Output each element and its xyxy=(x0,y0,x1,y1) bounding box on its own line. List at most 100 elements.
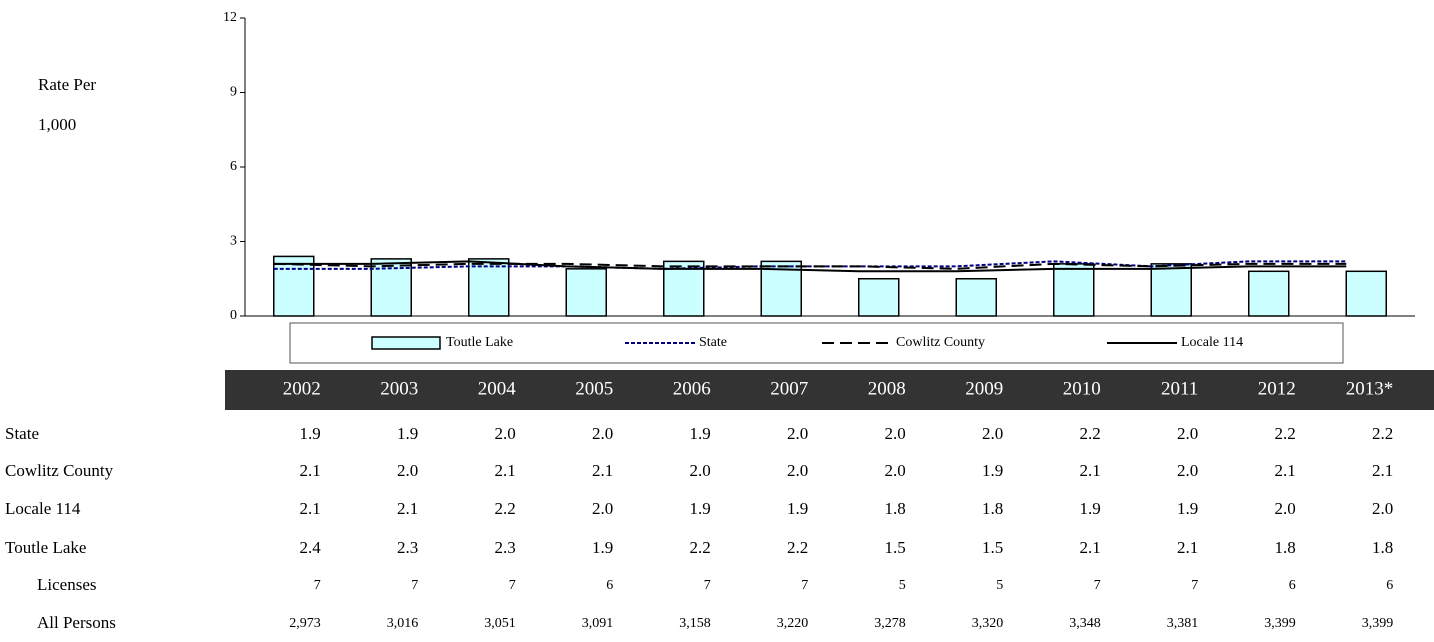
table-header-label: 2010 xyxy=(1063,378,1101,399)
cell: 2.0 xyxy=(1275,499,1296,518)
cell: 2.0 xyxy=(495,424,516,443)
cell: 5 xyxy=(996,578,1003,593)
y-tick-label: 6 xyxy=(230,159,237,174)
y-tick-label: 0 xyxy=(230,308,237,323)
cell: 2.0 xyxy=(1177,461,1198,480)
table-header-label: 2011 xyxy=(1161,378,1198,399)
cell: 2.1 xyxy=(495,461,516,480)
cell: 5 xyxy=(899,578,906,593)
cell: 2.1 xyxy=(1275,461,1296,480)
cell: 6 xyxy=(1386,578,1393,593)
cell: 2.3 xyxy=(495,538,516,557)
cell: 3,320 xyxy=(972,616,1004,631)
cell: 1.9 xyxy=(592,538,613,557)
y-tick-label: 3 xyxy=(230,234,237,249)
cell: 1.5 xyxy=(885,538,906,557)
cell: 3,220 xyxy=(777,616,809,631)
cell: 7 xyxy=(801,578,808,593)
line xyxy=(273,260,1347,273)
cell: 2,973 xyxy=(289,616,321,631)
cell: 2.2 xyxy=(1080,424,1101,443)
y-tick-label: 12 xyxy=(223,10,237,25)
cell: 3,016 xyxy=(387,616,419,631)
cell: 7 xyxy=(509,578,516,593)
line xyxy=(273,260,1347,270)
row-label: State xyxy=(5,424,39,443)
cell: 2.2 xyxy=(787,538,808,557)
cell: 2.0 xyxy=(592,424,613,443)
bar xyxy=(565,268,607,317)
cell: 1.9 xyxy=(300,424,321,443)
cell: 2.1 xyxy=(1372,461,1393,480)
y-tick-label: 9 xyxy=(230,85,237,100)
table-header-label: 2009 xyxy=(965,378,1003,399)
cell: 7 xyxy=(1094,578,1101,593)
cell: 2.0 xyxy=(1372,499,1393,518)
cell: 3,158 xyxy=(679,616,711,631)
row-label: Cowlitz County xyxy=(5,461,114,480)
cell: 2.1 xyxy=(300,499,321,518)
cell: 2.0 xyxy=(690,461,711,480)
y-axis-label: 1,000 xyxy=(38,115,76,134)
table-header-label: 2006 xyxy=(673,378,711,399)
bar xyxy=(1248,270,1290,317)
cell: 3,348 xyxy=(1069,616,1101,631)
cell: 3,399 xyxy=(1264,616,1296,631)
cell: 2.0 xyxy=(885,461,906,480)
cell: 1.8 xyxy=(1372,538,1393,557)
cell: 2.0 xyxy=(397,461,418,480)
cell: 7 xyxy=(314,578,321,593)
table-header-label: 2004 xyxy=(478,378,517,399)
row-label: All Persons xyxy=(37,613,116,632)
table-header-label: 2003 xyxy=(380,378,418,399)
cell: 6 xyxy=(1289,578,1296,593)
cell: 1.9 xyxy=(397,424,418,443)
cell: 2.2 xyxy=(1372,424,1393,443)
cell: 2.1 xyxy=(1080,538,1101,557)
cell: 3,278 xyxy=(874,616,906,631)
table-header-label: 2012 xyxy=(1258,378,1296,399)
cell: 2.1 xyxy=(1080,461,1101,480)
cell: 2.3 xyxy=(397,538,418,557)
cell: 7 xyxy=(1191,578,1198,593)
cell: 3,051 xyxy=(484,616,516,631)
bar xyxy=(955,278,997,317)
cell: 2.4 xyxy=(300,538,322,557)
cell: 2.0 xyxy=(885,424,906,443)
cell: 2.0 xyxy=(982,424,1003,443)
bar xyxy=(1345,270,1387,317)
row-label: Toutle Lake xyxy=(5,538,86,557)
legend-swatch xyxy=(371,336,441,350)
cell: 2.1 xyxy=(300,461,321,480)
cell: 1.8 xyxy=(982,499,1003,518)
cell: 2.1 xyxy=(1177,538,1198,557)
cell: 1.9 xyxy=(690,499,711,518)
legend-label: State xyxy=(699,335,727,350)
cell: 3,091 xyxy=(582,616,614,631)
bar xyxy=(1053,263,1095,317)
cell: 7 xyxy=(411,578,418,593)
table-header-label: 2008 xyxy=(868,378,906,399)
table-header xyxy=(225,370,1434,410)
cell: 1.9 xyxy=(787,499,808,518)
cell: 1.9 xyxy=(982,461,1003,480)
cell: 1.8 xyxy=(1275,538,1296,557)
cell: 3,381 xyxy=(1167,616,1199,631)
cell: 1.9 xyxy=(690,424,711,443)
cell: 2.2 xyxy=(1275,424,1296,443)
cell: 3,399 xyxy=(1362,616,1394,631)
table-header-label: 2007 xyxy=(770,378,808,399)
cell: 1.9 xyxy=(1177,499,1198,518)
bar xyxy=(468,258,510,317)
cell: 2.0 xyxy=(787,424,808,443)
cell: 2.1 xyxy=(397,499,418,518)
cell: 2.0 xyxy=(787,461,808,480)
table-header-label: 2005 xyxy=(575,378,613,399)
table-header-label: 2002 xyxy=(283,378,321,399)
legend-label: Locale 114 xyxy=(1181,335,1243,350)
cell: 2.2 xyxy=(690,538,711,557)
cell: 2.0 xyxy=(1177,424,1198,443)
cell: 2.2 xyxy=(495,499,516,518)
cell: 1.5 xyxy=(982,538,1003,557)
